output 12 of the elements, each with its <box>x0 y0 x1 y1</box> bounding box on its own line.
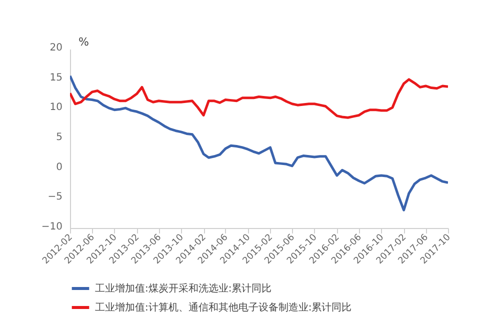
y-tick-label: 20 <box>50 42 62 54</box>
line-series <box>70 78 448 119</box>
legend-label: 工业增加值:计算机、通信和其他电子设备制造业:累计同比 <box>95 302 352 314</box>
line-series <box>70 74 448 212</box>
y-tick-label: 15 <box>50 72 62 84</box>
y-axis-title: % <box>78 36 89 48</box>
y-tick-label: −10 <box>41 222 62 232</box>
y-tick-label: 5 <box>56 132 62 143</box>
y-tick-label: 0 <box>56 162 62 173</box>
y-tick-label: 10 <box>50 102 62 114</box>
legend-label: 工业增加值:煤炭开采和洗选业:累计同比 <box>95 282 272 294</box>
y-tick-label: −5 <box>48 192 62 203</box>
